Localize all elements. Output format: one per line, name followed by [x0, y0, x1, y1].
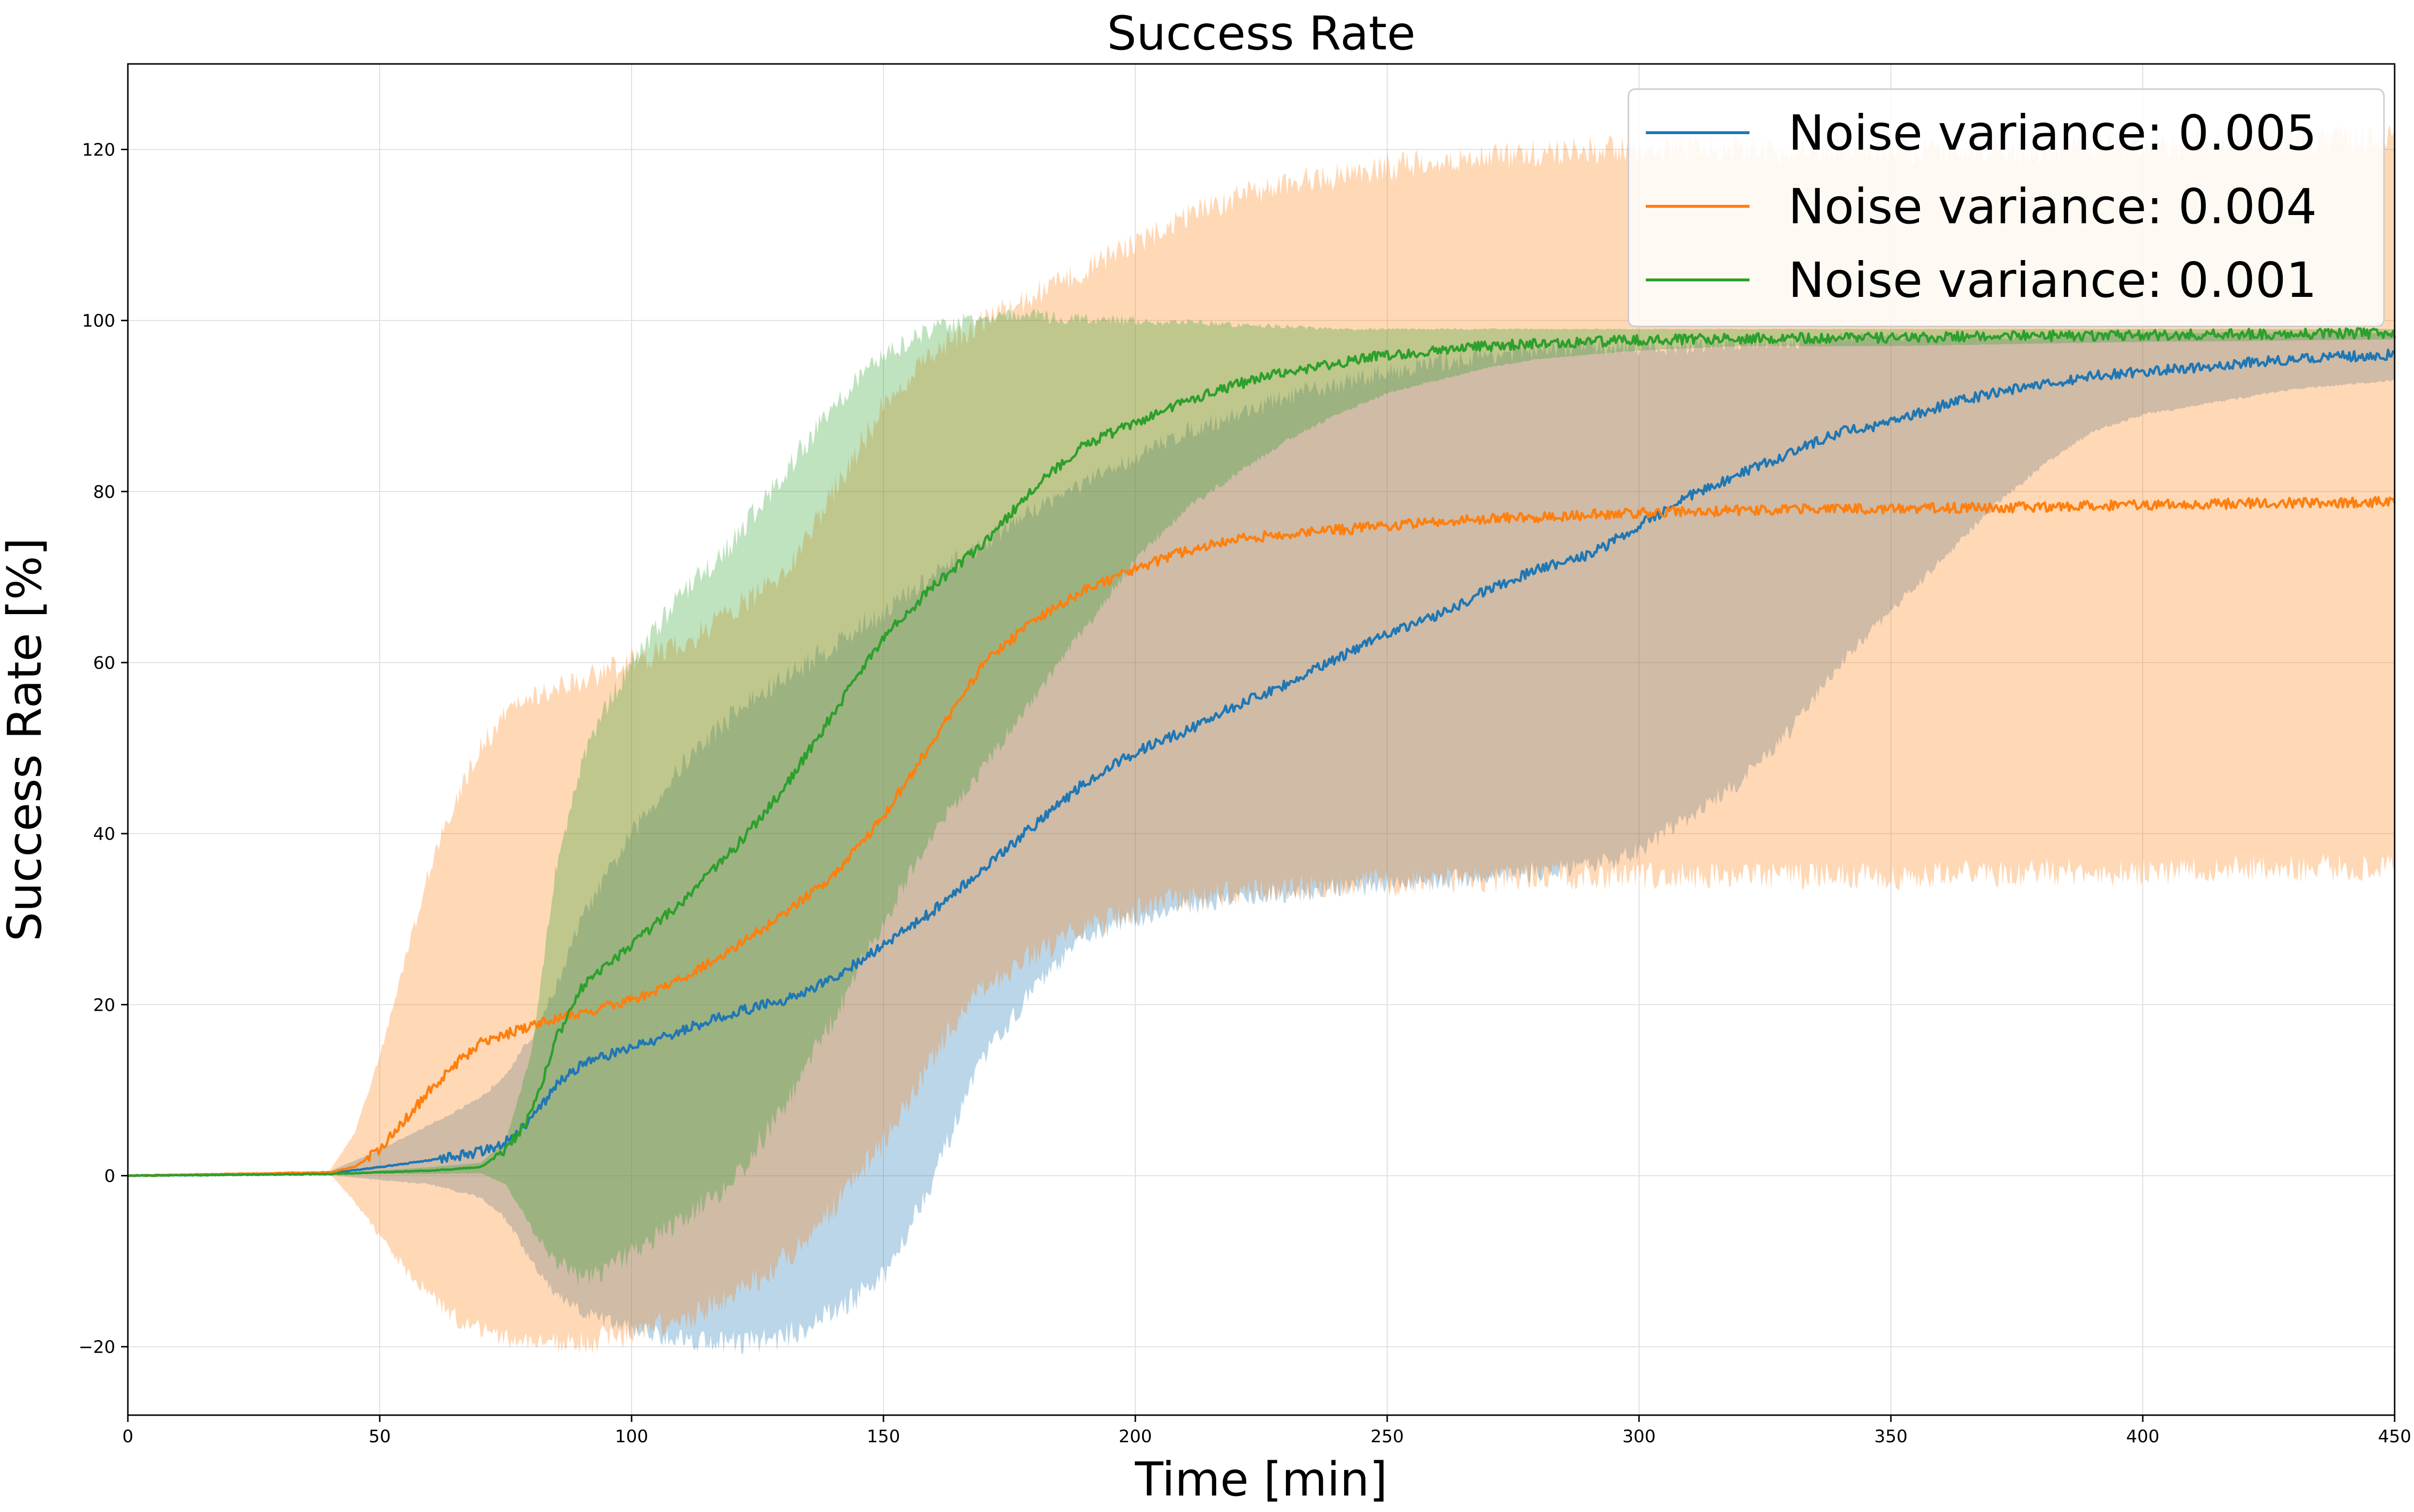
confidence-band-1 — [128, 331, 2395, 1354]
legend-label-1: Noise variance: 0.005 — [1788, 105, 2317, 161]
legend-label-2: Noise variance: 0.004 — [1788, 178, 2317, 235]
y-axis-title: Success Rate [%] — [0, 538, 52, 941]
y-axis-ticks: −20 0 20 40 60 80 100 120 — [78, 140, 128, 1358]
y-tick-label: 40 — [93, 824, 115, 844]
x-tick-label: 350 — [1874, 1427, 1908, 1447]
x-tick-label: 300 — [1623, 1427, 1656, 1447]
y-tick-label: −20 — [78, 1338, 115, 1358]
legend-box — [1627, 88, 2385, 327]
x-tick-label: 200 — [1119, 1427, 1152, 1447]
x-tick-label: 50 — [369, 1427, 391, 1447]
legend-label-3: Noise variance: 0.001 — [1788, 252, 2317, 309]
y-tick-label: 80 — [93, 482, 115, 502]
legend: Noise variance: 0.005 Noise variance: 0.0… — [1627, 88, 2385, 327]
x-tick-label: 100 — [615, 1427, 649, 1447]
series-lines — [127, 327, 2396, 1177]
x-tick-label: 450 — [2378, 1427, 2412, 1447]
confidence-band-3 — [128, 309, 2395, 1286]
series-line-2 — [127, 496, 2396, 1177]
y-tick-label: 100 — [82, 311, 115, 331]
x-axis-title: Time [min] — [1134, 1452, 1387, 1507]
x-tick-label: 150 — [867, 1427, 900, 1447]
plot-frame — [127, 63, 2396, 1416]
x-axis-ticks: 0 50 100 150 200 250 300 350 400 450 — [123, 1415, 2412, 1447]
x-tick-label: 0 — [123, 1427, 134, 1447]
x-tick-label: 400 — [2126, 1427, 2160, 1447]
series-line-3 — [127, 327, 2396, 1177]
chart-title: Success Rate — [1107, 6, 1415, 61]
y-tick-label: 20 — [93, 995, 115, 1015]
y-tick-label: 60 — [93, 653, 115, 673]
series-line-1 — [127, 348, 2396, 1177]
y-tick-label: 0 — [104, 1167, 115, 1187]
x-tick-label: 250 — [1371, 1427, 1404, 1447]
y-tick-label: 120 — [82, 140, 115, 160]
